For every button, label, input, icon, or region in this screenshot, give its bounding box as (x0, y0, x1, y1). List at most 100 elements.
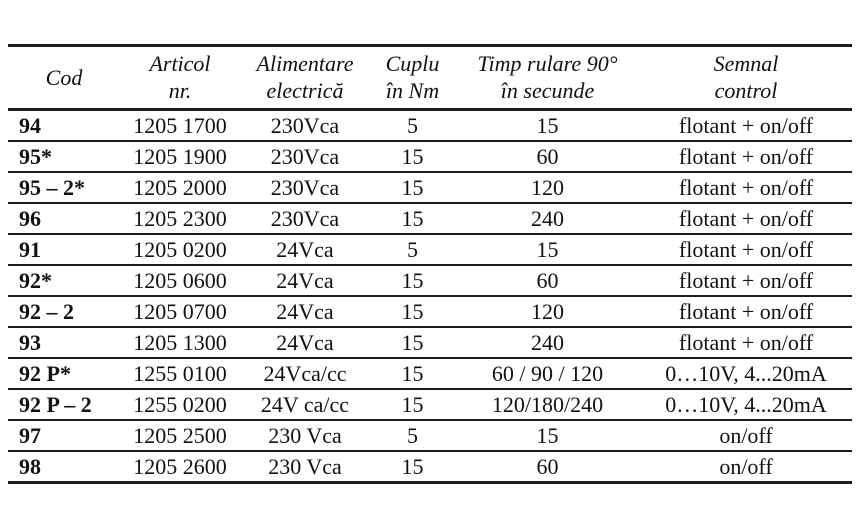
cell-timp: 120/180/240 (491, 392, 604, 417)
cell-semnal: flotant + on/off (678, 330, 814, 355)
column-header-cod-line1: Cod (45, 64, 83, 90)
cell-semnal: flotant + on/off (678, 175, 814, 200)
cell-timp: 60 (536, 268, 559, 293)
table-row: 92 P – 2 1255 0200 24V ca/cc 15 120/180/240 0… (8, 389, 852, 420)
column-header-timp-line1: Timp rulare 90° (477, 51, 618, 76)
cell-alimentare: 24Vca (276, 330, 334, 355)
cell-cod: 94 (19, 113, 41, 138)
column-header-alimentare-line2: electrică (266, 78, 344, 103)
cell-timp: 120 (531, 175, 564, 200)
cell-alimentare: 24Vca/cc (263, 361, 347, 386)
cell-cuplu: 5 (407, 423, 418, 448)
cell-cuplu: 5 (407, 237, 418, 262)
cell-cuplu: 15 (401, 175, 424, 200)
table-row: 92* 1205 0600 24Vca 15 60 flotant + on/off (8, 265, 852, 296)
cell-alimentare: 230Vca (270, 175, 340, 200)
column-header-cod: Cod (8, 46, 120, 110)
cell-alimentare: 24Vca (276, 268, 334, 293)
table-row: 92 P* 1255 0100 24Vca/cc 15 60 / 90 / 120 0…1… (8, 358, 852, 389)
cell-cuplu: 15 (401, 299, 424, 324)
cell-cuplu: 15 (401, 144, 424, 169)
cell-semnal: flotant + on/off (678, 268, 814, 293)
column-header-alimentare: Alimentare electrică (240, 46, 370, 110)
cell-timp: 15 (536, 113, 559, 138)
cell-articol: 1205 2000 (133, 175, 227, 200)
actuator-spec-table: Cod Articol nr. Alimentare electrică Cuplu în … (8, 44, 852, 484)
cell-timp: 15 (536, 423, 559, 448)
cell-cod: 96 (19, 206, 41, 231)
table-row: 93 1205 1300 24Vca 15 240 flotant + on/off (8, 327, 852, 358)
table-row: 96 1205 2300 230Vca 15 240 flotant + on/off (8, 203, 852, 234)
cell-semnal: 0…10V, 4...20mA (665, 392, 827, 417)
table-row: 97 1205 2500 230 Vca 5 15 on/off (8, 420, 852, 451)
cell-articol: 1205 2600 (133, 454, 227, 479)
cell-alimentare: 230Vca (270, 144, 340, 169)
cell-cuplu: 15 (401, 206, 424, 231)
table-row: 95 – 2* 1205 2000 230Vca 15 120 flotant + on/… (8, 172, 852, 203)
cell-articol: 1205 0600 (133, 268, 227, 293)
cell-cod: 98 (19, 454, 41, 479)
table-header: Cod Articol nr. Alimentare electrică Cuplu în … (8, 46, 852, 110)
cell-alimentare: 24V ca/cc (260, 392, 350, 417)
cell-alimentare: 230 Vca (268, 423, 342, 448)
column-header-semnal-line1: Semnal (713, 51, 779, 76)
cell-cod: 95 – 2* (19, 175, 85, 200)
cell-alimentare: 230 Vca (268, 454, 342, 479)
column-header-articol-line1: Articol (149, 51, 211, 76)
cell-cuplu: 15 (401, 330, 424, 355)
column-header-cuplu-line1: Cuplu (385, 51, 440, 76)
cell-semnal: flotant + on/off (678, 299, 814, 324)
cell-semnal: 0…10V, 4...20mA (665, 361, 827, 386)
cell-timp: 120 (531, 299, 564, 324)
cell-articol: 1205 0700 (133, 299, 227, 324)
column-header-articol: Articol nr. (120, 46, 240, 110)
cell-semnal: flotant + on/off (678, 144, 814, 169)
cell-articol: 1205 2500 (133, 423, 227, 448)
cell-timp: 15 (536, 237, 559, 262)
column-header-cuplu: Cuplu în Nm (370, 46, 455, 110)
cell-cod: 92 P* (19, 361, 71, 386)
table-body: 94 1205 1700 230Vca 5 15 flotant + on/off 95* 1… (8, 110, 852, 483)
cell-alimentare: 230Vca (270, 206, 340, 231)
cell-cuplu: 15 (401, 361, 424, 386)
cell-cod: 93 (19, 330, 41, 355)
cell-articol: 1205 0200 (133, 237, 227, 262)
cell-semnal: on/off (719, 454, 773, 479)
cell-cod: 92 – 2 (19, 299, 74, 324)
cell-alimentare: 24Vca (276, 237, 334, 262)
cell-cuplu: 15 (401, 268, 424, 293)
cell-cuplu: 15 (401, 454, 424, 479)
table-row: 98 1205 2600 230 Vca 15 60 on/off (8, 451, 852, 483)
cell-articol: 1205 1700 (133, 113, 227, 138)
table-row: 94 1205 1700 230Vca 5 15 flotant + on/off (8, 110, 852, 141)
column-header-semnal-line2: control (714, 78, 778, 103)
cell-articol: 1205 1300 (133, 330, 227, 355)
cell-timp: 240 (531, 206, 564, 231)
column-header-timp: Timp rulare 90° în secunde (455, 46, 640, 110)
cell-cuplu: 15 (401, 392, 424, 417)
table-row: 95* 1205 1900 230Vca 15 60 flotant + on/off (8, 141, 852, 172)
cell-cod: 92* (19, 268, 52, 293)
cell-timp: 60 / 90 / 120 (491, 361, 604, 386)
column-header-semnal: Semnal control (640, 46, 852, 110)
cell-timp: 60 (536, 454, 559, 479)
column-header-timp-line2: în secunde (500, 78, 595, 103)
table-header-row: Cod Articol nr. Alimentare electrică Cuplu în … (8, 46, 852, 110)
cell-articol: 1255 0100 (133, 361, 227, 386)
column-header-articol-line2: nr. (168, 78, 192, 103)
cell-semnal: flotant + on/off (678, 237, 814, 262)
cell-alimentare: 230Vca (270, 113, 340, 138)
cell-alimentare: 24Vca (276, 299, 334, 324)
table-row: 91 1205 0200 24Vca 5 15 flotant + on/off (8, 234, 852, 265)
cell-articol: 1255 0200 (133, 392, 227, 417)
cell-semnal: on/off (719, 423, 773, 448)
table-row: 92 – 2 1205 0700 24Vca 15 120 flotant + on/of… (8, 296, 852, 327)
cell-articol: 1205 1900 (133, 144, 227, 169)
cell-cod: 92 P – 2 (19, 392, 92, 417)
cell-semnal: flotant + on/off (678, 206, 814, 231)
column-header-cuplu-line2: în Nm (385, 78, 440, 103)
cell-cod: 95* (19, 144, 52, 169)
cell-timp: 60 (536, 144, 559, 169)
cell-cuplu: 5 (407, 113, 418, 138)
